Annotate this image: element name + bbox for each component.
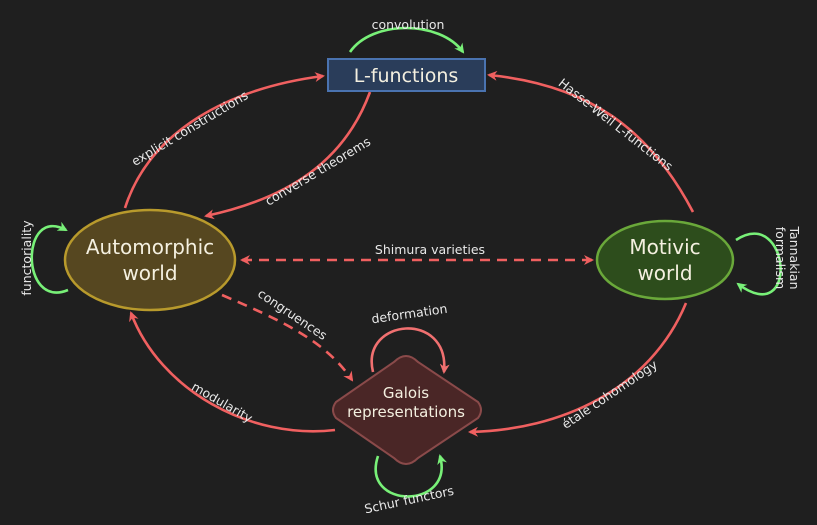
modularity-label: modularity	[189, 379, 256, 426]
convolution-label: convolution	[372, 17, 445, 32]
converse-theorems-arrow	[204, 91, 372, 220]
etale-arrow	[468, 302, 688, 437]
congruences-label: congruences	[255, 286, 330, 343]
deformation-label: deformation	[371, 301, 449, 326]
convolution-arrow	[348, 26, 465, 54]
schur-label: Schur functors	[363, 483, 455, 517]
shimura-label: Shimura varieties	[375, 242, 485, 257]
automorphic-label-line2: world	[122, 261, 177, 285]
motivic-label-line2: world	[637, 261, 692, 285]
etale-label: étale cohomology	[559, 356, 661, 431]
hasse-weil-label: Hasse-Weil L-functions	[556, 75, 676, 174]
galois-label-line2: representations	[347, 403, 465, 421]
explicit-constructions-arrow	[123, 72, 325, 209]
functoriality-arrow	[30, 221, 69, 294]
modularity-arrow	[129, 311, 336, 433]
tannakian-label-line2: formalism	[773, 227, 788, 289]
converse-theorems-label: converse theorems	[262, 134, 373, 209]
galois-representations-node[interactable]: Galois representations	[332, 354, 482, 466]
tannakian-label-line1: Tannakian	[787, 225, 802, 289]
automorphic-label-line1: Automorphic	[86, 235, 214, 259]
deformation-arrow	[370, 327, 450, 374]
schur-arrow	[374, 454, 447, 498]
explicit-constructions-label: explicit constructions	[129, 87, 251, 168]
motivic-world-node[interactable]: Motivic world	[595, 219, 735, 301]
lfunctions-node[interactable]: L-functions	[327, 58, 486, 92]
congruences-arrow	[221, 293, 354, 382]
automorphic-world-node[interactable]: Automorphic world	[63, 208, 237, 312]
galois-label-line1: Galois	[383, 384, 429, 402]
lfunctions-label: L-functions	[354, 65, 459, 87]
tannakian-arrow	[735, 232, 782, 296]
hasse-weil-arrow	[487, 70, 695, 213]
motivic-label-line1: Motivic	[629, 235, 700, 259]
functoriality-label: functoriality	[19, 220, 34, 296]
